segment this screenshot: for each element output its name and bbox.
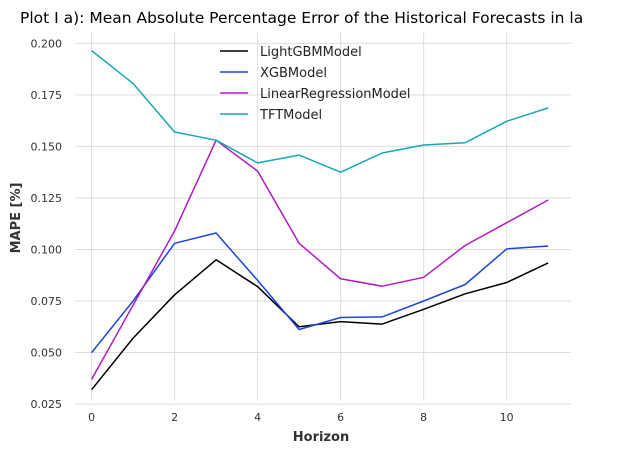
- y-tick-label: 0.050: [31, 347, 63, 360]
- chart-title: Plot I a): Mean Absolute Percentage Erro…: [20, 9, 583, 27]
- x-tick-label: 2: [171, 411, 178, 424]
- y-tick-label: 0.150: [31, 140, 63, 153]
- x-tick-label: 10: [500, 411, 514, 424]
- y-axis-label: MAPE [%]: [9, 183, 24, 254]
- series-lines: [90, 50, 549, 391]
- legend-label: XGBModel: [260, 66, 327, 81]
- y-tick-label: 0.075: [31, 295, 63, 308]
- x-tick-label: 4: [254, 411, 261, 424]
- x-axis-ticks: 0 2 4 6 8 10: [88, 411, 514, 424]
- grid: [75, 32, 571, 405]
- x-tick-label: 6: [337, 411, 344, 424]
- y-axis-ticks: 0.025 0.050 0.075 0.100 0.125 0.150 0.175 0.200: [31, 37, 63, 411]
- series-line-linearregressionmodel: [90, 139, 549, 380]
- x-tick-label: 8: [420, 411, 427, 424]
- legend-label: TFTModel: [259, 108, 322, 123]
- legend-label: LinearRegressionModel: [260, 87, 411, 102]
- x-tick-label: 0: [88, 411, 95, 424]
- series-line-lightgbmmodel: [91, 259, 549, 391]
- legend-label: LightGBMModel: [260, 45, 362, 60]
- y-tick-label: 0.025: [31, 398, 63, 411]
- series-line-tftmodel: [91, 50, 549, 173]
- legend: LightGBMModel XGBModel LinearRegressionMod…: [220, 45, 411, 123]
- y-tick-label: 0.125: [31, 192, 63, 205]
- y-tick-label: 0.200: [31, 37, 63, 50]
- series-line-xgbmodel: [91, 232, 549, 354]
- y-tick-label: 0.100: [31, 243, 63, 256]
- x-axis-label: Horizon: [293, 430, 349, 445]
- y-tick-label: 0.175: [31, 89, 63, 102]
